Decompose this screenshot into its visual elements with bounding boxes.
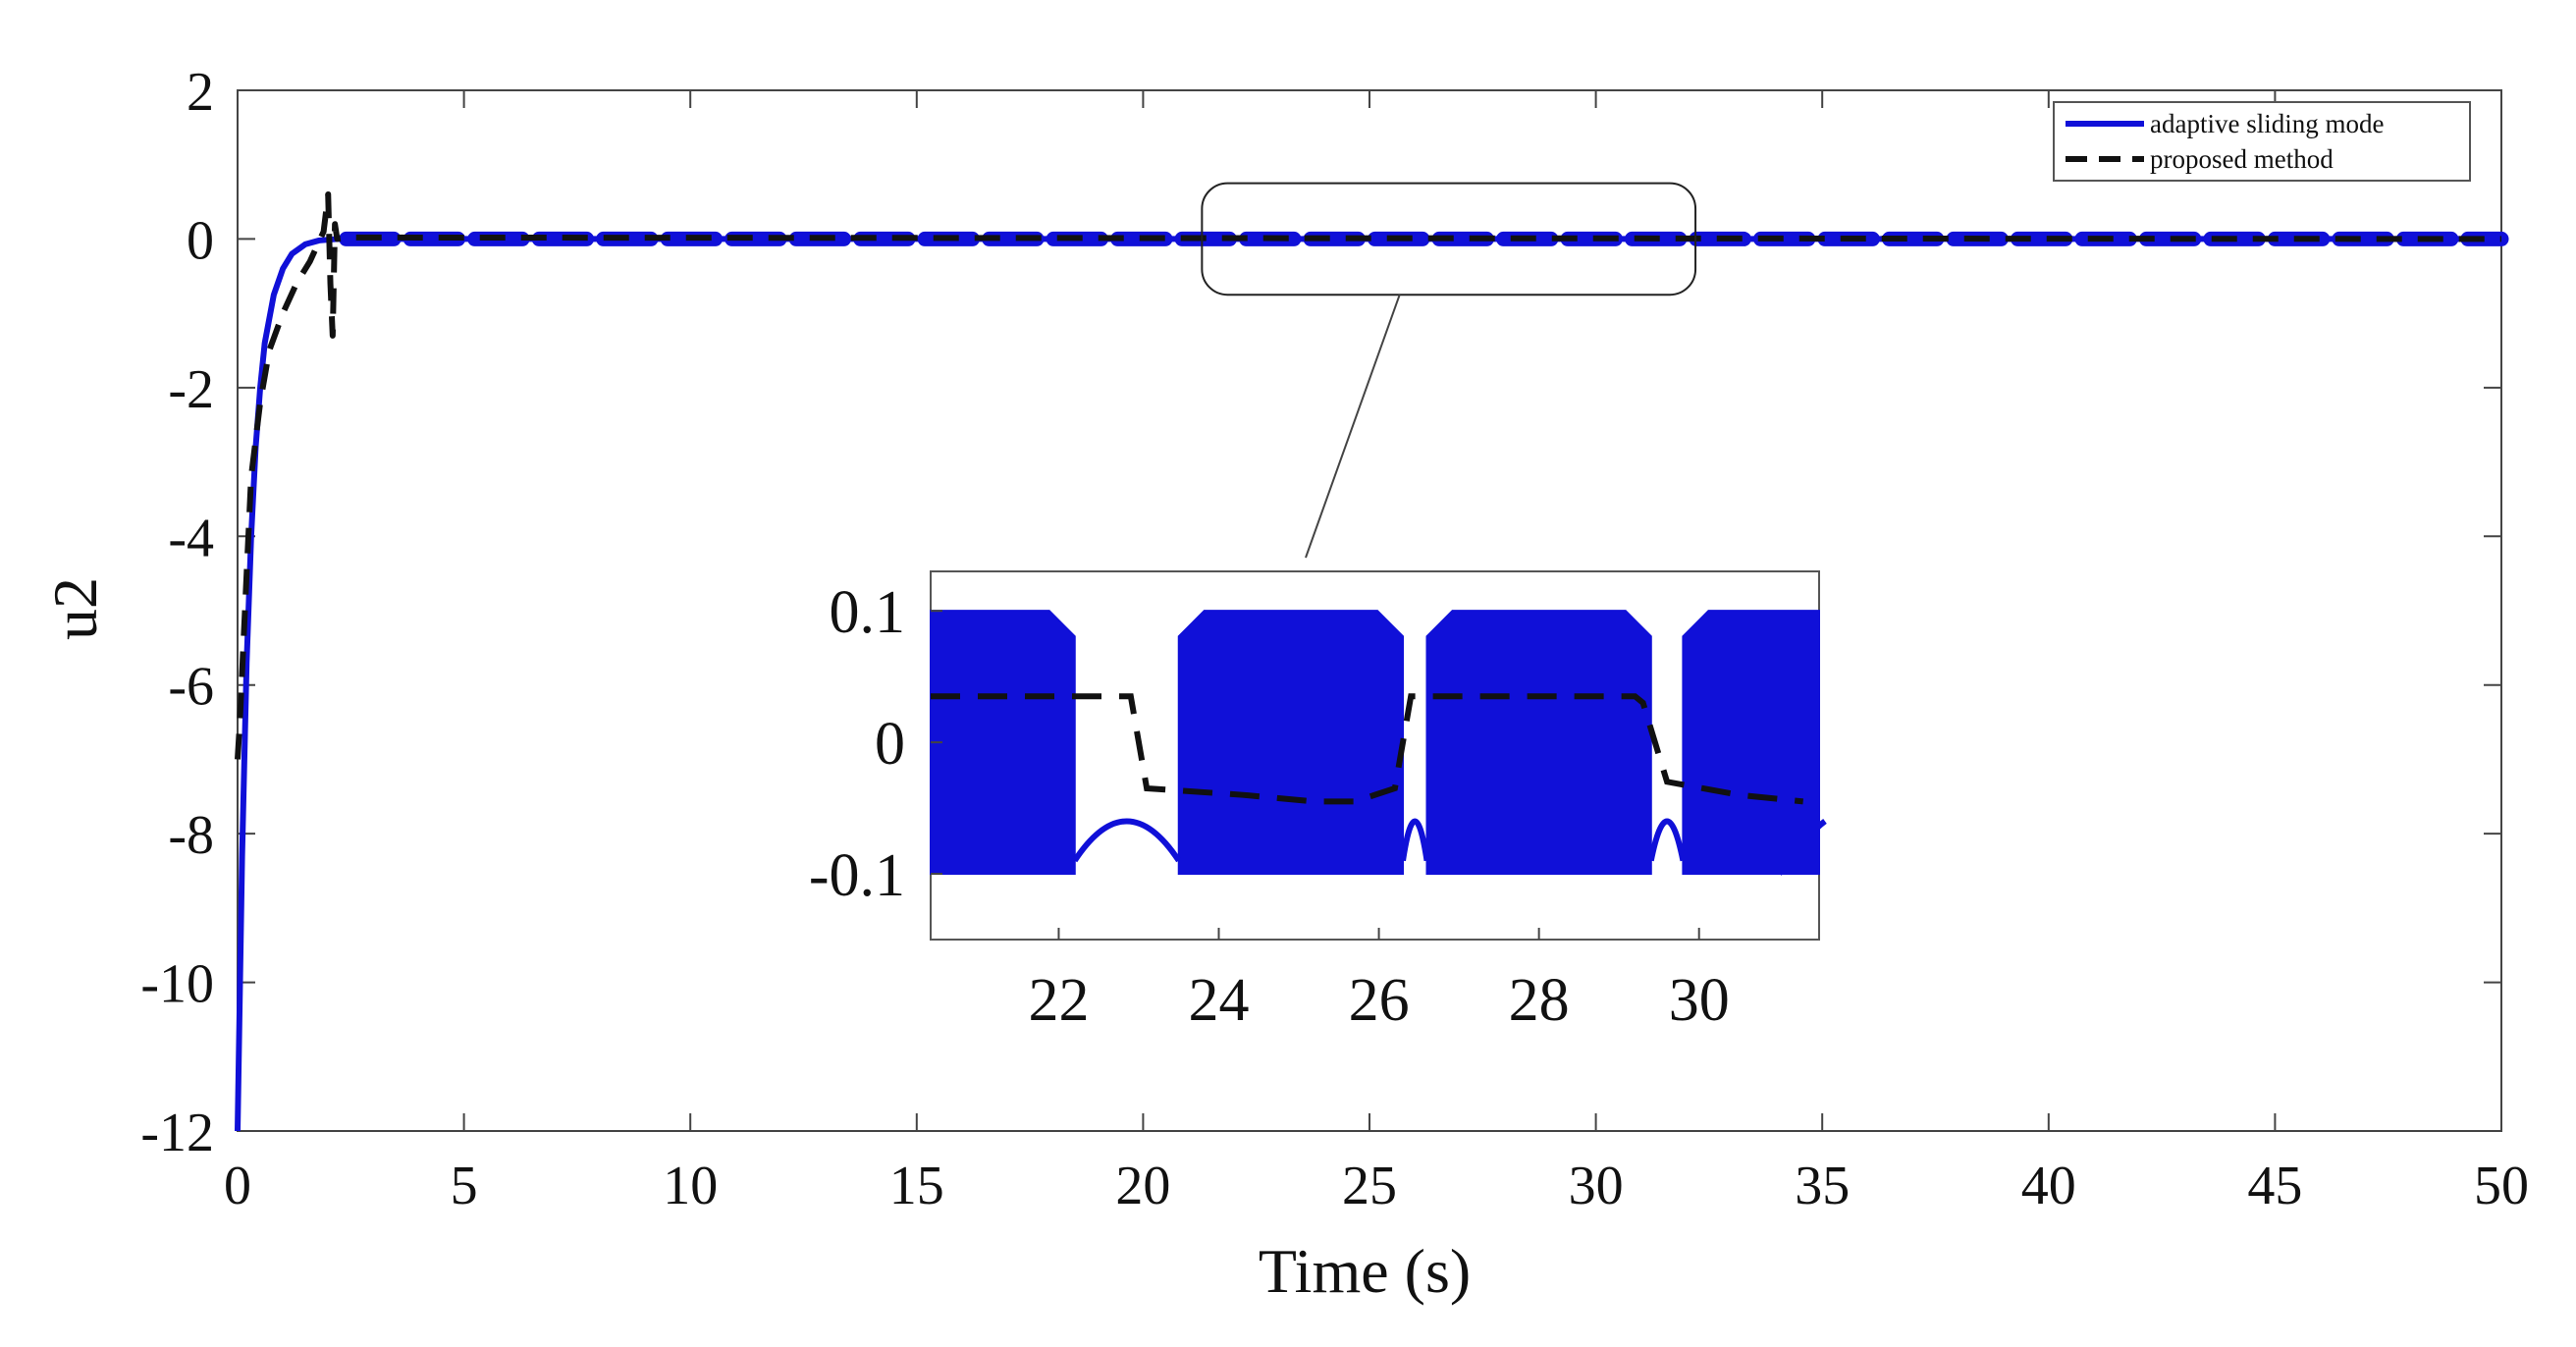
proposed-method-line [235,191,2502,760]
y-tick-label: -10 [140,954,214,1015]
legend-box [2053,101,2471,182]
x-tick-label: 45 [2247,1156,2302,1216]
inset-x-tick-label: 22 [1028,967,1089,1034]
x-tick-label: 5 [451,1156,478,1216]
x-axis-label: Time (s) [1259,1236,1471,1306]
y-tick-label: 0 [187,210,214,271]
inset-adaptive-arc [1647,818,1687,862]
inset-adaptive-tail [1776,819,1827,876]
x-tick-label: 20 [1115,1156,1170,1216]
inset-x-tick-label: 28 [1509,967,1570,1034]
legend-label: proposed method [2150,144,2334,174]
inset-y-tick-label: 0.1 [830,579,906,646]
zoom-connector [1305,294,1401,559]
y-tick-label: -8 [168,805,214,866]
inset-adaptive-band [1682,610,1820,876]
legend-label: adaptive sliding mode [2150,109,2384,138]
inset-adaptive-arc [1400,818,1430,862]
y-tick-label: -2 [168,359,214,420]
x-tick-label: 10 [663,1156,718,1216]
y-tick-label: -6 [168,657,214,718]
inset-adaptive-band [1425,610,1652,876]
x-tick-label: 30 [1569,1156,1624,1216]
inset-adaptive-band [930,610,1076,876]
inset-zoom: 22 24 26 28 30 0.1 0 -0.1 [809,570,1827,1034]
y-tick-label: 2 [187,62,214,123]
y-tick-label: -12 [140,1103,214,1163]
x-tick-label: 40 [2021,1156,2076,1216]
inset-y-tick-label: 0 [875,711,905,778]
x-tick-label: 15 [889,1156,944,1216]
zoom-window [1201,182,1697,296]
y-tick-label: -4 [168,508,214,568]
x-tick-label: 35 [1795,1156,1850,1216]
inset-y-tick-label: -0.1 [809,842,905,909]
inset-adaptive-arc [1072,818,1182,863]
y-axis-label: u2 [40,577,110,640]
inset-x-tick-label: 30 [1669,967,1730,1034]
inset-adaptive-band [1177,610,1405,876]
inset-x-tick-label: 24 [1189,967,1250,1034]
x-tick-label: 25 [1342,1156,1397,1216]
x-tick-label: 0 [224,1156,251,1216]
x-tick-label: 50 [2474,1156,2529,1216]
inset-proposed-line [931,693,1804,805]
inset-x-tick-label: 26 [1349,967,1410,1034]
legend: adaptive sliding mode proposed method [2053,101,2471,182]
